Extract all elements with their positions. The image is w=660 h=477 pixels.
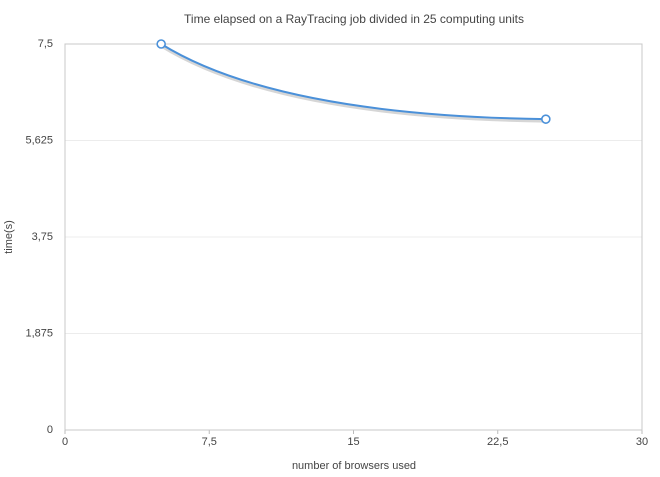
plot-frame xyxy=(64,43,643,431)
y-tick-label: 1,875 xyxy=(25,327,53,339)
line xyxy=(160,43,546,121)
x-tick-label: 7,5 xyxy=(202,436,217,448)
y-tick-label: 0 xyxy=(47,424,53,436)
point xyxy=(156,39,166,49)
x-tick-label: 0 xyxy=(62,436,68,448)
line-shadow xyxy=(160,44,546,123)
x-tick-label: 15 xyxy=(347,436,359,448)
point xyxy=(541,114,551,124)
x-tick-label: 30 xyxy=(636,436,648,448)
y-tick-label: 7,5 xyxy=(38,38,53,50)
y-tick-label: 5,625 xyxy=(25,134,53,146)
x-axis-label: number of browsers used xyxy=(292,460,416,472)
x-tick-label: 22,5 xyxy=(487,436,508,448)
y-axis-label: time(s) xyxy=(3,220,15,254)
chart-title: Time elapsed on a RayTracing job divided… xyxy=(184,12,524,26)
y-tick-label: 3,75 xyxy=(32,231,53,243)
